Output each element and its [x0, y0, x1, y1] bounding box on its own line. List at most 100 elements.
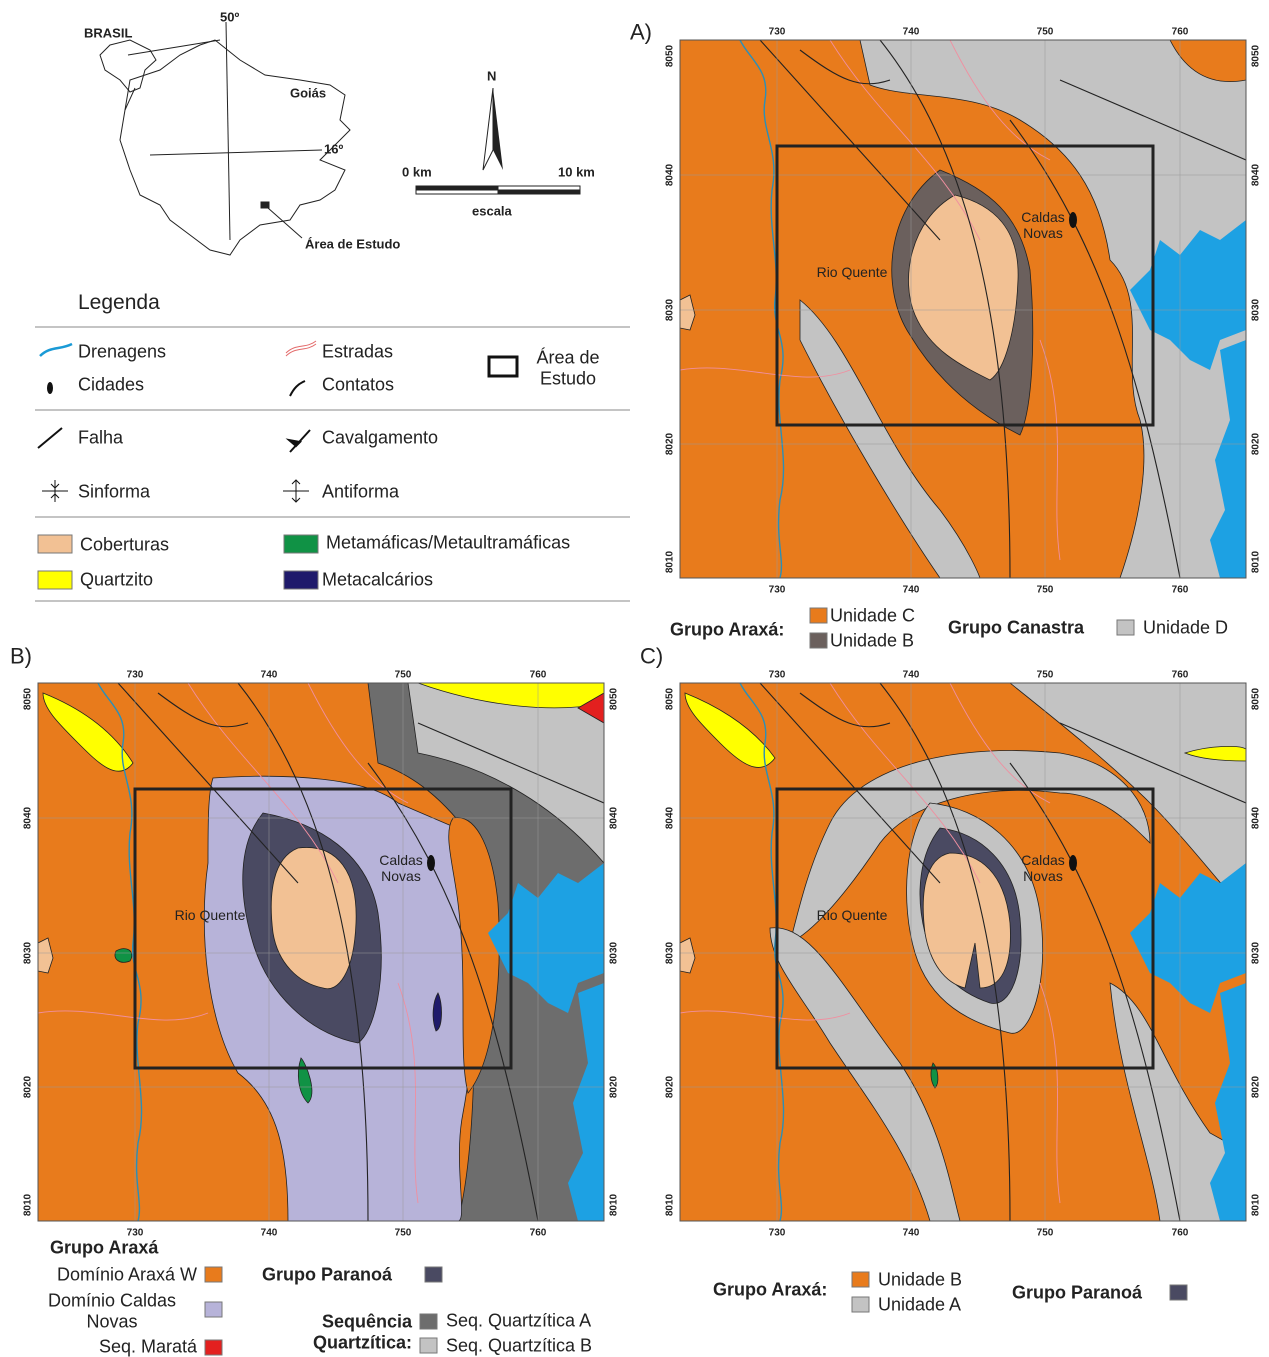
- map-body: [38, 683, 604, 1221]
- y-tick-label: 8010: [1250, 551, 1262, 573]
- y-tick-label: 8020: [664, 1076, 676, 1098]
- legend-swatch: [38, 535, 72, 553]
- y-tick-label: 8020: [22, 1076, 34, 1098]
- legend-label: Metamáficas/Metaultramáficas: [326, 533, 570, 554]
- group-label: Grupo Paranoá: [262, 1265, 392, 1286]
- unit-label: Domínio Caldas Novas: [27, 1290, 197, 1331]
- unit-label: Unidade B: [830, 631, 914, 652]
- thrust-symbol: [289, 430, 310, 452]
- scale-seg: [498, 186, 580, 190]
- x-tick-label: 760: [1172, 26, 1189, 38]
- y-tick-label: 8030: [1250, 942, 1262, 964]
- legend-label: Cidades: [78, 375, 144, 396]
- x-tick-label: 760: [1172, 669, 1189, 681]
- state-label: Goiás: [290, 87, 326, 102]
- north-label: N: [487, 70, 496, 85]
- parallel: [150, 150, 322, 155]
- legend-label: Contatos: [322, 375, 394, 396]
- y-tick-label: 8040: [664, 807, 676, 829]
- town-label: Rio Quente: [817, 264, 888, 280]
- y-tick-label: 8020: [1250, 1076, 1262, 1098]
- y-tick-label: 8030: [22, 942, 34, 964]
- y-tick-label: 8040: [22, 807, 34, 829]
- drainage-symbol: [40, 344, 72, 356]
- town-label: Rio Quente: [175, 907, 246, 923]
- map-body: [680, 683, 1246, 1221]
- x-tick-label: 750: [395, 669, 412, 681]
- latitude-label: 16º: [324, 143, 343, 158]
- legend-swatch: [852, 1272, 869, 1287]
- x-tick-label: 730: [769, 669, 786, 681]
- y-tick-label: 8050: [1250, 45, 1262, 67]
- legend-swatch: [810, 633, 827, 648]
- y-tick-label: 8020: [608, 1076, 620, 1098]
- x-tick-label: 750: [1037, 1227, 1054, 1239]
- location-map: [100, 22, 350, 255]
- legend-title: Legenda: [78, 291, 160, 315]
- y-tick-label: 8010: [1250, 1194, 1262, 1216]
- legend-label: Falha: [78, 428, 123, 449]
- legend-swatch: [205, 1302, 222, 1317]
- synform-symbol: [42, 480, 68, 502]
- unit-label: Seq. Quartzítica B: [446, 1336, 592, 1357]
- unit-label: Unidade B: [878, 1270, 962, 1291]
- legend-label: Coberturas: [80, 535, 169, 556]
- y-tick-label: 8050: [22, 688, 34, 710]
- arrow-right: [493, 88, 503, 170]
- state-outline: [120, 40, 350, 255]
- x-tick-label: 730: [127, 669, 144, 681]
- y-tick-label: 8050: [1250, 688, 1262, 710]
- y-tick-label: 8050: [664, 45, 676, 67]
- scale-start: 0 km: [402, 166, 432, 181]
- city-symbol: [47, 382, 53, 394]
- panel-label: A): [630, 19, 652, 44]
- legend-label: Sinforma: [78, 482, 150, 503]
- contact-symbol: [290, 381, 305, 396]
- panel-label: C): [640, 643, 663, 668]
- scale-seg: [416, 190, 498, 194]
- x-tick-label: 760: [530, 1227, 547, 1239]
- study-area-marker: [261, 202, 269, 208]
- x-tick-label: 730: [769, 1227, 786, 1239]
- x-tick-label: 760: [530, 669, 547, 681]
- longitude-label: 50º: [220, 11, 239, 26]
- legend-label: Drenagens: [78, 342, 166, 363]
- map-panel: [680, 683, 1246, 1221]
- map-body: [680, 40, 1246, 578]
- legend-label: Área de Estudo: [533, 347, 603, 388]
- y-tick-label: 8030: [664, 299, 676, 321]
- unit-label: Unidade D: [1143, 618, 1228, 639]
- y-tick-label: 8020: [664, 433, 676, 455]
- x-tick-label: 750: [1037, 26, 1054, 38]
- y-tick-label: 8040: [1250, 164, 1262, 186]
- legend-swatch: [810, 608, 827, 623]
- x-tick-label: 740: [261, 1227, 278, 1239]
- legend-label: Metacalcários: [322, 570, 433, 591]
- group-label: Grupo Araxá: [50, 1238, 158, 1259]
- y-tick-label: 8010: [664, 551, 676, 573]
- inset-line: [128, 40, 220, 55]
- y-tick-label: 8010: [664, 1194, 676, 1216]
- unit-label: Seq. Quartzítica A: [446, 1311, 591, 1332]
- legend-label: Quartzito: [80, 570, 153, 591]
- scale-caption: escala: [472, 205, 512, 220]
- x-tick-label: 740: [903, 26, 920, 38]
- graphics: [0, 0, 1269, 1357]
- unit-label: Domínio Araxá W: [0, 1265, 197, 1286]
- town-label: Caldas Novas: [1013, 209, 1073, 241]
- group-label: Grupo Canastra: [948, 618, 1084, 639]
- legend-swatch: [1117, 620, 1134, 635]
- group-label: Grupo Paranoá: [1012, 1283, 1142, 1304]
- arrow-left: [483, 88, 493, 170]
- x-tick-label: 740: [903, 669, 920, 681]
- y-tick-label: 8040: [608, 807, 620, 829]
- y-tick-label: 8030: [608, 942, 620, 964]
- x-tick-label: 760: [1172, 1227, 1189, 1239]
- unit-label: Seq. Maratá: [0, 1337, 197, 1357]
- metamafica: [115, 949, 132, 963]
- y-tick-label: 8010: [608, 1194, 620, 1216]
- area-symbol: [489, 357, 517, 376]
- group-label: Sequência Quartzítica:: [300, 1311, 412, 1352]
- legend-swatch: [425, 1267, 442, 1282]
- legend-swatch: [38, 571, 72, 589]
